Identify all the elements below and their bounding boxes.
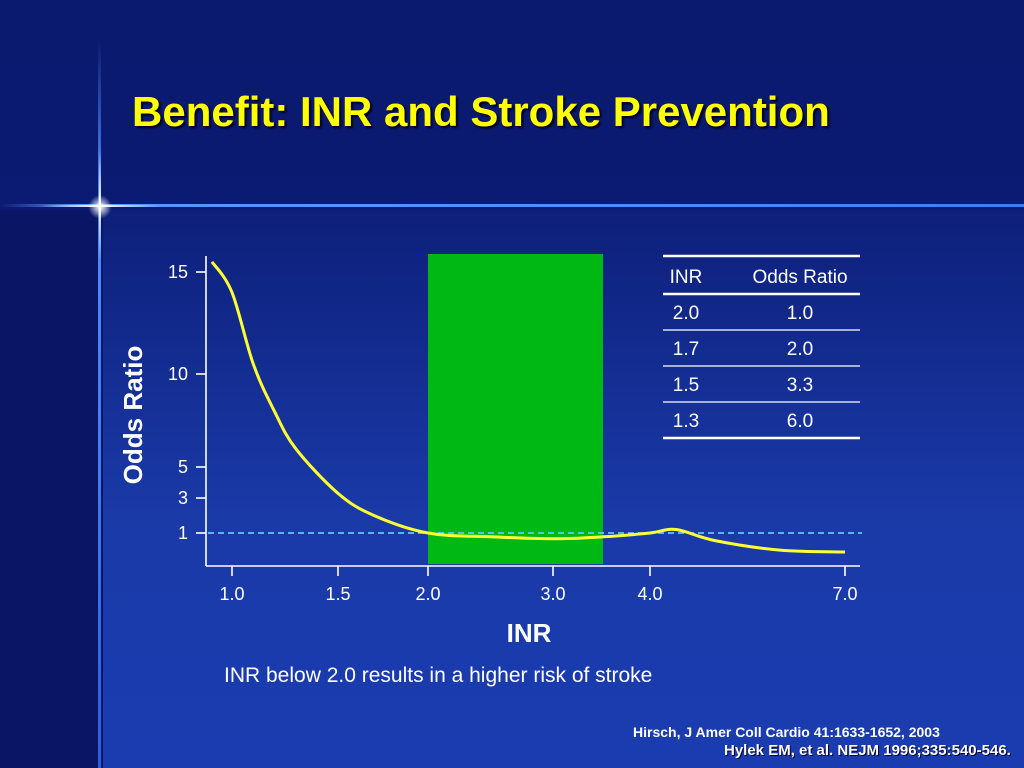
reference-hylek: Hylek EM, et al. NEJM 1996;335:540-546. [724,742,1011,759]
table-cell-inr-2: 1.5 [673,375,699,396]
x-tick-label-2: 2.0 [415,584,440,604]
title-band [0,0,1024,210]
x-tick-label-4: 4.0 [637,584,662,604]
x-tick-label-0: 1.0 [219,584,244,604]
table-cell-inr-3: 1.3 [673,411,699,432]
slide-title: Benefit: INR and Stroke Prevention [132,88,830,135]
table-cell-odds-1: 2.0 [787,339,813,360]
therapeutic-range-band [428,254,603,564]
y-tick-label-1: 3 [178,488,188,508]
y-tick-label-4: 15 [168,262,188,282]
chart-caption: INR below 2.0 results in a higher risk o… [224,664,653,687]
table-cell-inr-0: 2.0 [673,303,699,324]
y-tick-label-3: 10 [168,364,188,384]
reference-hirsch: Hirsch, J Amer Coll Cardio 41:1633-1652,… [633,724,940,740]
table-cell-odds-3: 6.0 [787,411,813,432]
y-tick-label-2: 5 [178,457,188,477]
table-cell-inr-1: 1.7 [673,339,699,360]
y-axis-title: Odds Ratio [118,346,148,485]
sparkle-icon [88,195,112,219]
table-header-odds-ratio: Odds Ratio [752,267,847,288]
x-tick-label-3: 3.0 [540,584,565,604]
x-axis-title: INR [507,618,552,648]
y-tick-label-0: 1 [178,523,188,543]
table-cell-odds-0: 1.0 [787,303,813,324]
odds-ratio-curve [210,260,846,554]
decorative-vertical-line [98,40,101,768]
table-header-inr: INR [670,267,703,288]
x-tick-label-1: 1.5 [325,584,350,604]
decorative-horizontal-line [0,204,1024,207]
table-cell-odds-2: 3.3 [787,375,813,396]
x-tick-label-5: 7.0 [832,584,857,604]
